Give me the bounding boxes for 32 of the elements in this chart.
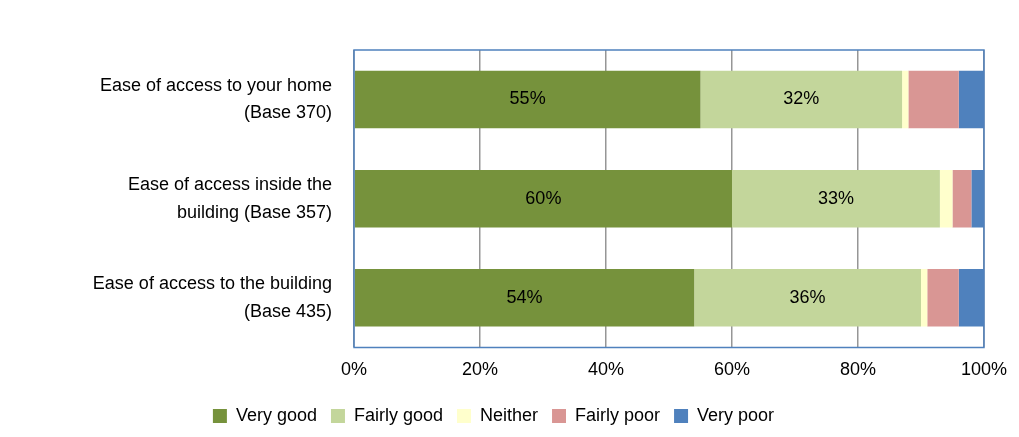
legend-label: Very poor: [697, 404, 775, 425]
y-tick-label: Ease of access to your home (Base 370): [99, 74, 332, 123]
bar: [700, 70, 903, 129]
data-label: 32%: [783, 88, 820, 109]
y-tick-label: Ease of access inside the building (Base 357): [127, 173, 332, 222]
x-tick-label: 100%: [960, 359, 1007, 380]
bar: [354, 169, 732, 228]
bar: [908, 70, 959, 129]
x-tick-label: 60%: [713, 359, 750, 380]
legend-label: Fairly good: [353, 404, 444, 425]
x-tick-label: 20%: [461, 359, 499, 380]
bar: [902, 70, 909, 129]
bar: [927, 269, 959, 327]
legend-label: Neither: [480, 404, 539, 425]
bar: [354, 269, 695, 327]
x-tick-label: 0%: [340, 359, 368, 380]
data-label: 54%: [506, 286, 543, 307]
legend-label: Fairly poor: [575, 404, 661, 425]
x-tick-label: 80%: [839, 359, 876, 380]
legend-label: Very good: [235, 404, 317, 425]
data-label: 60%: [525, 187, 562, 208]
bar: [354, 70, 701, 129]
data-label: 55%: [509, 88, 546, 109]
bar: [952, 169, 972, 228]
data-label: 33%: [817, 187, 854, 208]
y-tick-label: Ease of access to the building (Base 435): [92, 272, 332, 321]
bar: [939, 169, 953, 228]
bar: [694, 269, 921, 327]
x-tick-label: 40%: [587, 359, 625, 380]
bar: [731, 169, 940, 228]
data-label: 36%: [789, 286, 826, 307]
bar: [920, 269, 928, 327]
